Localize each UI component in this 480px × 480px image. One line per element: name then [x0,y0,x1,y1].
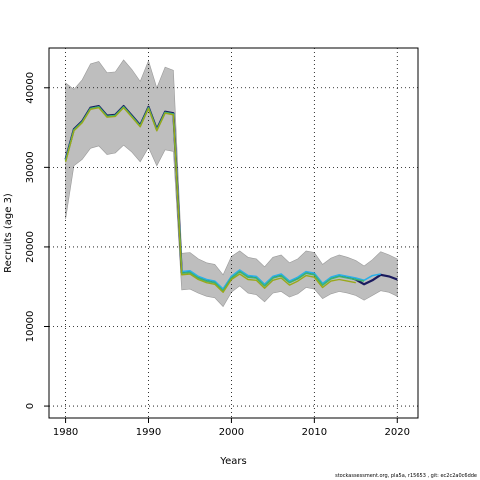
series-line-4 [64,106,356,293]
x-axis-title: Years [219,456,246,467]
x-tick-label: 2000 [219,427,244,438]
x-tick-label: 1990 [136,427,161,438]
x-tick-label: 2010 [302,427,327,438]
y-axis: 0 10000 20000 30000 40000 [25,72,49,409]
y-tick-label: 0 [25,403,36,409]
x-tick-label: 2020 [385,427,410,438]
grid-layer [49,48,418,418]
y-axis-title: Recruits (age 3) [3,193,14,273]
series-layer [64,104,398,293]
y-tick-label: 20000 [25,231,36,263]
footer-caption: stockassessment.org, pla5a, r15653 , git… [335,473,477,479]
y-tick-label: 40000 [25,72,36,104]
x-tick-label: 1980 [53,427,78,438]
x-axis: 1980 1990 2000 2010 2020 [53,418,410,438]
y-tick-label: 30000 [25,151,36,183]
y-tick-label: 10000 [25,311,36,343]
plot-frame [48,47,419,419]
